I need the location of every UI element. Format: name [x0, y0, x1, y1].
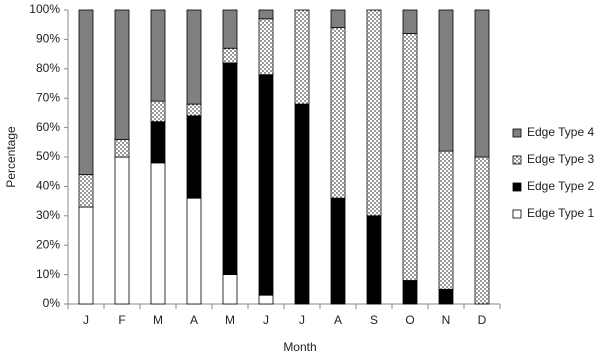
y-tick-label: 40%: [36, 179, 60, 193]
y-tick-label: 70%: [36, 90, 60, 104]
bar-segment: [330, 197, 346, 305]
y-tick-label: 30%: [36, 208, 60, 222]
x-tick-label: N: [442, 313, 451, 327]
bar-segment: [186, 103, 202, 117]
bar-segment: [150, 121, 166, 164]
bar-segment: [186, 9, 202, 105]
bar-segment: [222, 47, 238, 64]
legend-label: Edge Type 1: [527, 206, 594, 220]
x-tick-label: S: [370, 313, 378, 327]
bar-segment: [438, 9, 454, 152]
bar-segment: [78, 9, 94, 176]
y-tick-label: 60%: [36, 120, 60, 134]
bar-segment: [438, 288, 454, 305]
legend-swatch: [512, 182, 522, 192]
x-axis-title: Month: [283, 340, 316, 354]
x-tick-label: J: [299, 313, 305, 327]
y-tick-label: 50%: [36, 149, 60, 163]
bar-segment: [258, 9, 274, 20]
bar-segment: [150, 162, 166, 305]
bar-segment: [186, 197, 202, 305]
x-tick-label: O: [405, 313, 414, 327]
x-tick-label: A: [190, 313, 198, 327]
bar-segment: [294, 103, 310, 305]
bar-segment: [78, 206, 94, 305]
y-tick-label: 90%: [36, 32, 60, 46]
y-tick-label: 20%: [36, 237, 60, 251]
bar-segment: [114, 9, 130, 140]
bar-segment: [114, 156, 130, 305]
legend-label: Edge Type 2: [527, 179, 594, 193]
bar-segment: [186, 115, 202, 199]
bar-segment: [402, 33, 418, 281]
bar-segment: [474, 156, 490, 305]
x-tick-label: J: [83, 313, 89, 327]
bar-segment: [402, 280, 418, 305]
bar-segment: [366, 215, 382, 305]
bar-segment: [78, 174, 94, 208]
bar-segment: [294, 9, 310, 105]
bar-segment: [258, 18, 274, 76]
legend-label: Edge Type 3: [527, 152, 594, 166]
y-tick-label: 80%: [36, 61, 60, 75]
bar-segment: [438, 150, 454, 290]
legend-swatch: [512, 128, 522, 138]
legend-label: Edge Type 4: [527, 125, 594, 139]
bar-segment: [258, 294, 274, 305]
bar-segment: [402, 9, 418, 34]
y-tick-label: 10%: [36, 267, 60, 281]
bar-segment: [222, 274, 238, 305]
bar-segment: [366, 9, 382, 217]
bar-segment: [222, 62, 238, 275]
bar-segment: [258, 74, 274, 296]
bar-segment: [330, 9, 346, 29]
bar-segment: [330, 27, 346, 199]
y-tick-label: 100%: [29, 2, 60, 16]
x-tick-label: A: [334, 313, 342, 327]
x-tick-label: D: [478, 313, 487, 327]
x-tick-label: J: [263, 313, 269, 327]
legend-swatch: [512, 155, 522, 165]
bar-segment: [150, 9, 166, 102]
y-axis-title: Percentage: [4, 126, 18, 188]
x-tick-label: F: [118, 313, 125, 327]
bar-segment: [222, 9, 238, 49]
bar-segment: [114, 138, 130, 158]
x-tick-label: M: [153, 313, 163, 327]
legend-swatch: [512, 209, 522, 219]
y-tick-label: 0%: [43, 296, 61, 310]
bar-segment: [150, 100, 166, 123]
x-tick-label: M: [225, 313, 235, 327]
bar-segment: [474, 9, 490, 158]
